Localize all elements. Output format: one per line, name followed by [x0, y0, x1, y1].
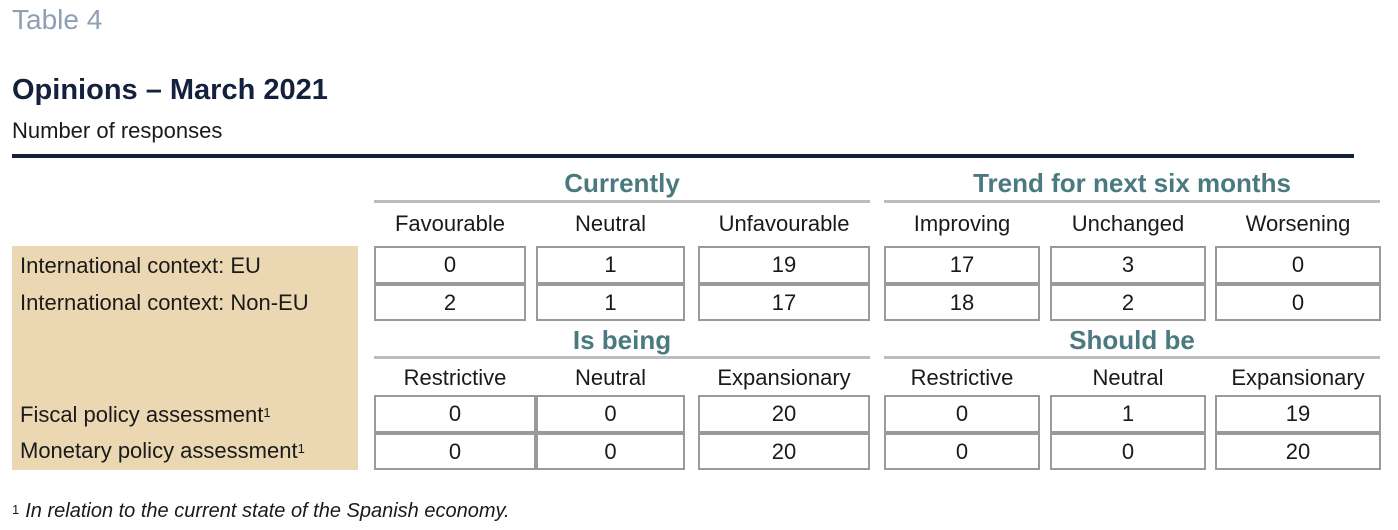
column-heading: Restrictive — [910, 365, 1014, 390]
column-heading: Neutral — [575, 365, 646, 390]
table-cell: 0 — [374, 246, 526, 284]
group-heading-should-be: Should be — [1069, 325, 1195, 355]
column-heading: Neutral — [1092, 365, 1164, 390]
column-heading: Favourable — [394, 211, 506, 236]
table-cell: 3 — [1050, 246, 1206, 284]
table-cell: 19 — [698, 246, 870, 284]
table-cell: 0 — [536, 395, 685, 433]
table-cell: 20 — [1215, 433, 1381, 470]
column-heading: Restrictive — [403, 365, 507, 390]
group-underline — [884, 200, 1380, 203]
column-heading: Neutral — [575, 211, 646, 236]
row-label-text: Monetary policy assessment — [20, 438, 298, 463]
group-heading-is-being: Is being — [572, 325, 672, 355]
group-heading-currently: Currently — [564, 168, 680, 198]
row-label: International context: Non-EU — [20, 290, 309, 315]
column-heading: Unfavourable — [718, 211, 850, 236]
table-cell: 1 — [1050, 395, 1206, 433]
footnote-mark: 1 — [12, 502, 20, 517]
table-cell: 20 — [698, 395, 870, 433]
column-heading: Expansionary — [717, 365, 851, 390]
table-cell: 0 — [374, 395, 536, 433]
column-heading: Improving — [913, 211, 1011, 236]
table-cell: 18 — [884, 284, 1040, 321]
group-underline — [374, 356, 870, 359]
table-cell: 2 — [374, 284, 526, 321]
table-cell: 19 — [1215, 395, 1381, 433]
row-label: Monetary policy assessment1 — [20, 437, 305, 465]
table-cell: 0 — [1050, 433, 1206, 470]
title-rule — [12, 154, 1354, 158]
table-cell: 0 — [884, 395, 1040, 433]
footnote: 1 In relation to the current state of the… — [12, 500, 510, 523]
table-cell: 1 — [536, 284, 685, 321]
table-cell: 0 — [1215, 246, 1381, 284]
row-label: International context: EU — [20, 253, 261, 278]
table-cell: 0 — [1215, 284, 1381, 321]
column-heading: Worsening — [1245, 211, 1351, 236]
footnote-marker: 1 — [297, 441, 305, 456]
column-heading: Unchanged — [1071, 211, 1185, 236]
table-cell: 0 — [884, 433, 1040, 470]
row-label: Fiscal policy assessment1 — [20, 401, 271, 429]
table-cell: 20 — [698, 433, 870, 470]
row-label-text: Fiscal policy assessment — [20, 402, 264, 427]
table-cell: 0 — [374, 433, 536, 470]
table-cell: 0 — [536, 433, 685, 470]
footnote-marker: 1 — [263, 405, 271, 420]
table-cell: 2 — [1050, 284, 1206, 321]
group-underline — [884, 356, 1380, 359]
table-title: Opinions – March 2021 — [12, 74, 328, 106]
table-cell: 17 — [884, 246, 1040, 284]
group-underline — [374, 200, 870, 203]
column-heading: Expansionary — [1231, 365, 1365, 390]
footnote-text: In relation to the current state of the … — [25, 500, 510, 522]
table-cell: 17 — [698, 284, 870, 321]
group-heading-trend: Trend for next six months — [973, 168, 1291, 198]
table-cell: 1 — [536, 246, 685, 284]
table-subtitle: Number of responses — [12, 118, 223, 143]
table-label: Table 4 — [12, 4, 103, 35]
row-label-background — [12, 246, 358, 470]
